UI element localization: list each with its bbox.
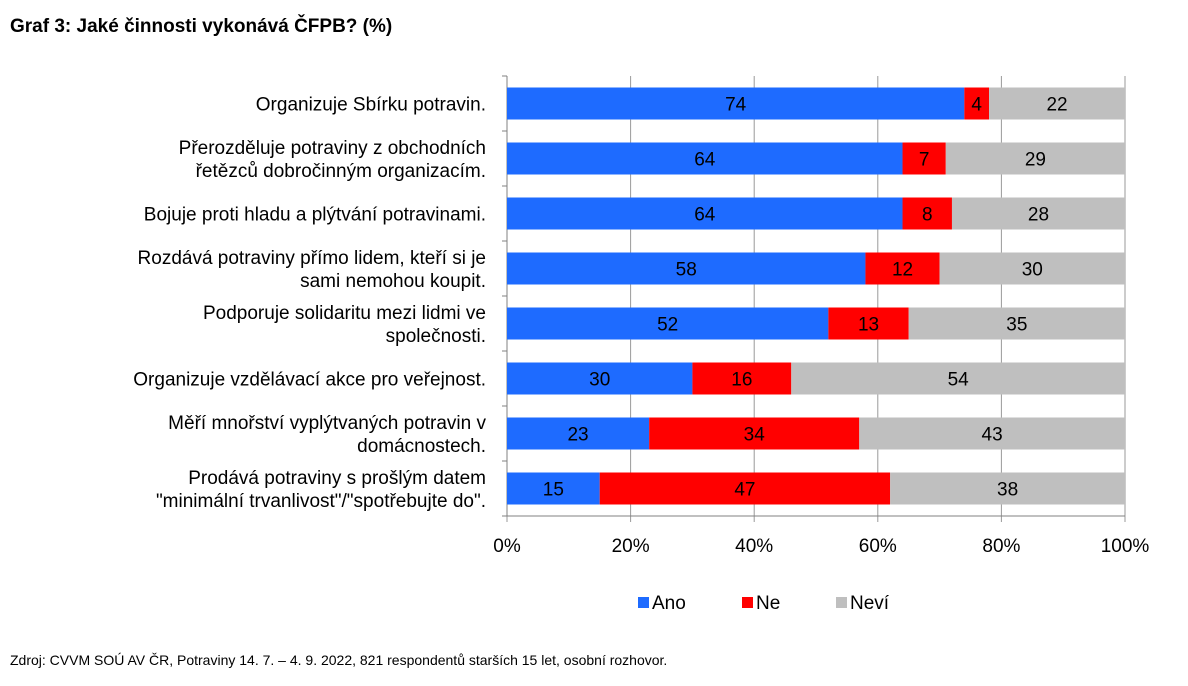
data-label: 35: [1006, 315, 1027, 336]
category-label: sami nemohou koupit.: [300, 271, 486, 292]
legend-label-ne: Ne: [756, 593, 780, 614]
data-label: 23: [567, 425, 588, 446]
chart-title: Graf 3: Jaké činnosti vykonává ČFPB? (%): [10, 16, 393, 37]
bar-ano-5: [507, 307, 829, 340]
data-label: 30: [1022, 260, 1043, 281]
data-label: 52: [657, 315, 678, 336]
bar-ano-2: [507, 142, 903, 175]
data-label: 15: [543, 480, 564, 501]
bar-ano-8: [507, 472, 600, 505]
legend-swatch-neví: [836, 597, 847, 608]
category-label: Prodává potraviny s prošlým datem: [188, 468, 486, 489]
data-label: 34: [744, 425, 766, 446]
category-label: "minimální trvanlivost"/"spotřebujte do"…: [156, 491, 486, 512]
bar-neví-2: [945, 142, 1125, 175]
legend-label-ano: Ano: [652, 593, 686, 614]
bar-neví-4: [939, 252, 1125, 285]
category-label: Bojuje proti hladu a plýtvání potravinam…: [144, 205, 486, 226]
bar-ne-8: [599, 472, 891, 505]
legend-label-neví: Neví: [850, 593, 890, 614]
data-label: 58: [676, 260, 697, 281]
x-tick-label: 40%: [735, 536, 773, 557]
category-label: Organizuje Sbírku potravin.: [256, 95, 486, 116]
legend: Ano Ne Neví: [638, 593, 890, 614]
bar-neví-8: [890, 472, 1125, 505]
data-label: 8: [922, 205, 933, 226]
bar-neví-3: [951, 197, 1125, 230]
bar-ne-7: [649, 417, 860, 450]
bars: 74 4 22 64 7 29 64 8 28 58 12 30 52 13 35 30 16 54 23 34 43 1…: [507, 87, 1125, 505]
bar-neví-1: [989, 87, 1125, 120]
x-tick-label: 80%: [982, 536, 1020, 557]
bar-neví-5: [908, 307, 1125, 340]
bar-ano-6: [507, 362, 693, 395]
category-label: Přerozděluje potraviny z obchodních: [179, 138, 486, 159]
category-labels: Organizuje Sbírku potravin. Přerozděluje …: [133, 95, 486, 513]
data-label: 16: [731, 370, 752, 391]
data-label: 64: [694, 150, 716, 171]
bar-ne-3: [902, 197, 952, 230]
x-tick-label: 100%: [1101, 536, 1150, 557]
category-label: Rozdává potraviny přímo lidem, kteří si …: [138, 248, 486, 269]
bar-ano-3: [507, 197, 903, 230]
bar-neví-7: [859, 417, 1125, 450]
data-label: 22: [1046, 95, 1067, 116]
category-label: řetězců dobročinným organizacím.: [196, 161, 486, 182]
data-label: 4: [971, 95, 982, 116]
category-label: Organizuje vzdělávací akce pro veřejnost…: [133, 370, 486, 391]
x-tick-label: 20%: [612, 536, 650, 557]
data-label: 43: [982, 425, 1003, 446]
x-tick-label: 0%: [493, 536, 521, 557]
data-label: 13: [858, 315, 879, 336]
bar-ne-6: [692, 362, 792, 395]
data-label: 30: [589, 370, 610, 391]
data-label: 12: [892, 260, 913, 281]
bar-ne-2: [902, 142, 946, 175]
x-axis-ticks: 0% 20% 40% 60% 80% 100%: [493, 536, 1149, 557]
bar-ano-7: [507, 417, 650, 450]
category-label: Podporuje solidaritu mezi lidmi ve: [203, 303, 486, 324]
bar-ne-1: [964, 87, 990, 120]
category-label: společnosti.: [386, 326, 486, 347]
legend-swatch-ano: [638, 597, 649, 608]
data-label: 28: [1028, 205, 1049, 226]
source-note: Zdroj: CVVM SOÚ AV ČR, Potraviny 14. 7. …: [10, 652, 668, 668]
category-label: domácnostech.: [357, 436, 486, 457]
data-label: 64: [694, 205, 716, 226]
bar-ano-1: [507, 87, 965, 120]
bar-neví-6: [791, 362, 1125, 395]
legend-swatch-ne: [742, 597, 753, 608]
bar-ne-4: [865, 252, 940, 285]
category-label: Měří mnořství vyplýtvaných potravin v: [168, 413, 486, 434]
bar-ano-4: [507, 252, 866, 285]
x-tick-label: 60%: [859, 536, 897, 557]
data-label: 38: [997, 480, 1018, 501]
data-label: 54: [948, 370, 970, 391]
bar-ne-5: [828, 307, 909, 340]
data-label: 7: [919, 150, 930, 171]
data-label: 29: [1025, 150, 1046, 171]
data-label: 74: [725, 95, 747, 116]
data-label: 47: [734, 480, 755, 501]
